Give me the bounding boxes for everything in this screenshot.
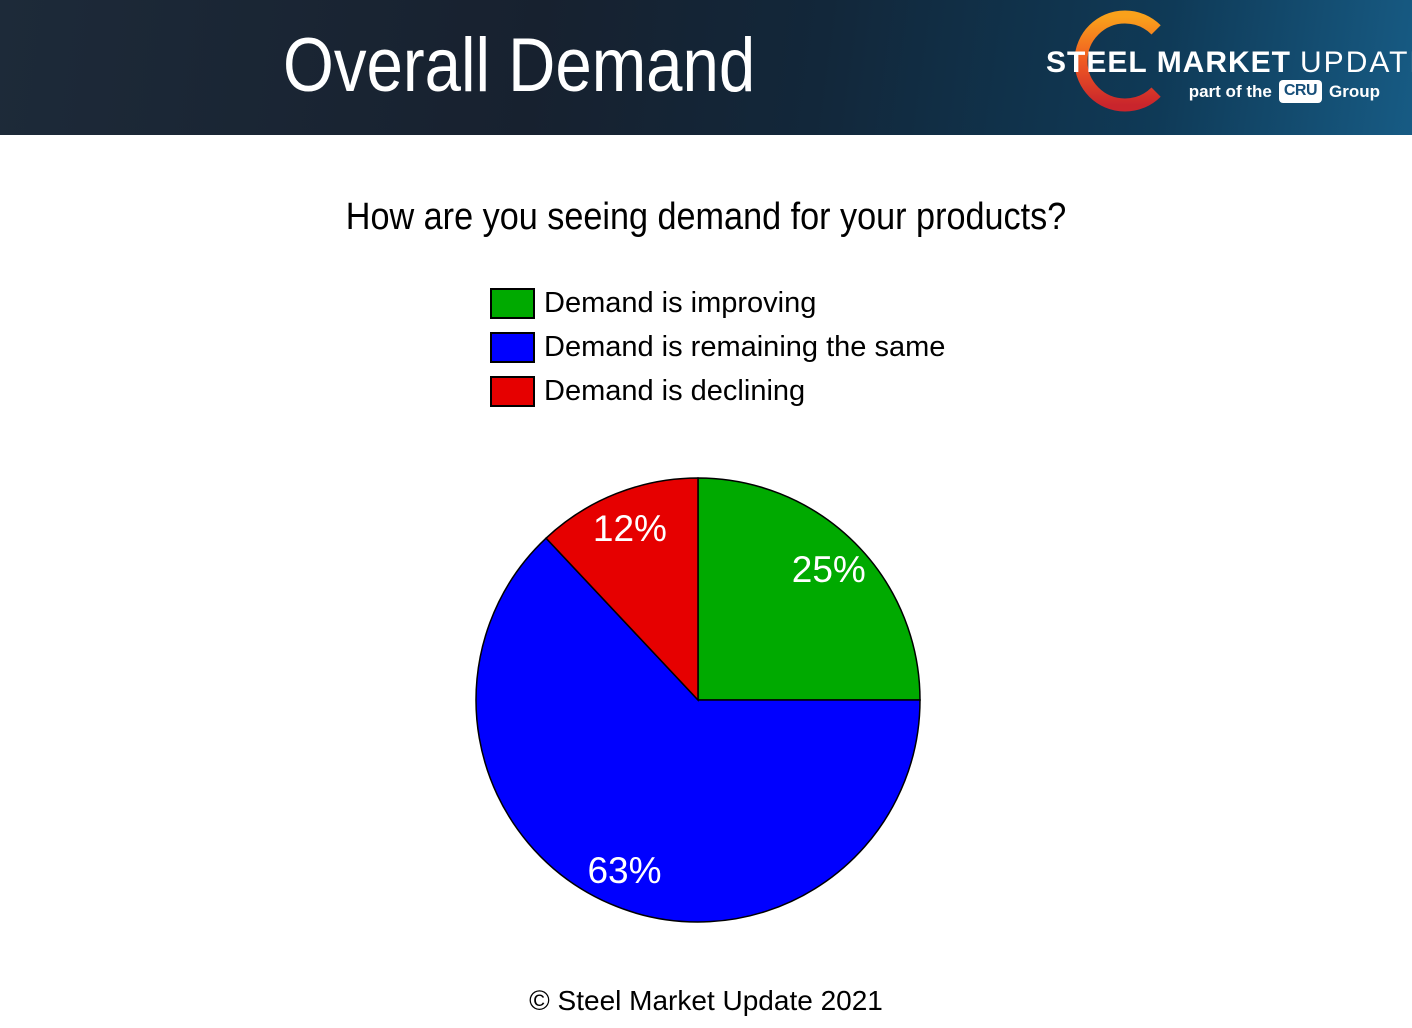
brand-update: UPDATE (1300, 46, 1412, 79)
tagline-prefix: part of the (1188, 81, 1272, 101)
crescent-swoosh-icon (1074, 10, 1161, 112)
brand-tagline: part of the CRU Group (1189, 80, 1380, 103)
page-title: Overall Demand (283, 23, 756, 108)
legend-swatch-blue (490, 332, 535, 363)
legend-item-improving: Demand is improving (490, 287, 945, 320)
pie-slice-0 (697, 477, 921, 701)
legend-item-remaining-same: Demand is remaining the same (490, 331, 945, 364)
chart-legend: Demand is improving Demand is remaining … (490, 287, 945, 419)
legend-swatch-red (490, 376, 535, 407)
legend-item-declining: Demand is declining (490, 375, 945, 408)
pie-chart: 25% 63% 12% (468, 470, 928, 930)
brand-steel: STEEL (1046, 46, 1148, 79)
brand-market: MARKET (1156, 46, 1292, 79)
footer-copyright: © Steel Market Update 2021 (529, 985, 883, 1016)
cru-badge: CRU (1278, 80, 1322, 103)
brand-logo: STEEL MARKET UPDATE part of the CRU Grou… (1044, 10, 1412, 116)
legend-label: Demand is remaining the same (544, 331, 946, 363)
legend-swatch-green (490, 288, 535, 319)
question-title: How are you seeing demand for your produ… (345, 196, 1067, 238)
brand-wordmark: STEEL MARKET UPDATE (1046, 46, 1412, 80)
pie-slice-label-1: 63% (587, 850, 661, 891)
header: Overall Demand STEEL MARKET UPDATE part (0, 0, 1412, 135)
legend-label: Demand is improving (544, 287, 817, 319)
pie-slice-label-2: 12% (593, 508, 667, 549)
pie-slice-1 (475, 537, 921, 923)
pie-slice-label-0: 25% (792, 549, 866, 590)
tagline-suffix: Group (1329, 81, 1380, 101)
legend-label: Demand is declining (544, 375, 806, 407)
pie-slice-2 (544, 477, 699, 702)
